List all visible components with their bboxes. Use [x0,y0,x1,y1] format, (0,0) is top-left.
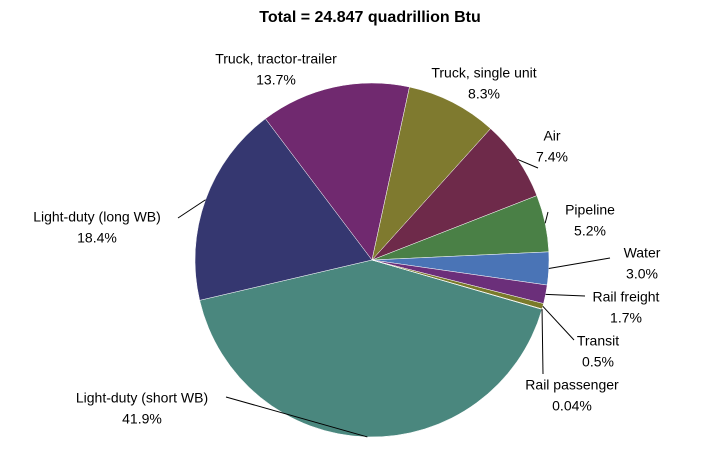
chart-title: Total = 24.847 quadrillion Btu [259,9,481,26]
slice-label: Truck, single unit [431,65,536,81]
slice-value-label: 18.4% [77,230,117,246]
slice-label: Light-duty (long WB) [33,209,161,225]
leader-line [177,199,206,219]
slice-label: Water [624,245,661,261]
slice-value-label: 7.4% [536,149,568,165]
pie-slice [199,259,543,438]
slice-value-label: 1.7% [610,310,642,326]
slice-value-label: 41.9% [122,411,162,427]
slice-label: Rail freight [593,289,660,305]
leader-line [542,305,575,341]
slice-label: Air [543,128,560,144]
pie-slice [265,82,410,261]
slice-label: Rail passenger [525,377,619,393]
slice-value-label: 3.0% [626,266,658,282]
leader-line [544,211,549,224]
slice-value-label: 0.5% [582,354,614,370]
slice-label: Transit [577,333,619,349]
slice-label: Truck, tractor-trailer [215,51,337,67]
slice-value-label: 8.3% [468,86,500,102]
slice-value-label: 13.7% [256,72,296,88]
leader-line [225,396,368,438]
slice-value-label: 5.2% [574,223,606,239]
pie-slice [194,118,373,301]
leader-line [517,158,539,169]
leader-line [541,309,544,375]
leader-line [548,257,611,269]
slice-value-label: 0.04% [552,398,592,414]
slice-label: Pipeline [565,202,615,218]
pie-slice [371,86,491,261]
slice-label: Light-duty (short WB) [76,390,208,406]
leader-line [545,293,586,297]
